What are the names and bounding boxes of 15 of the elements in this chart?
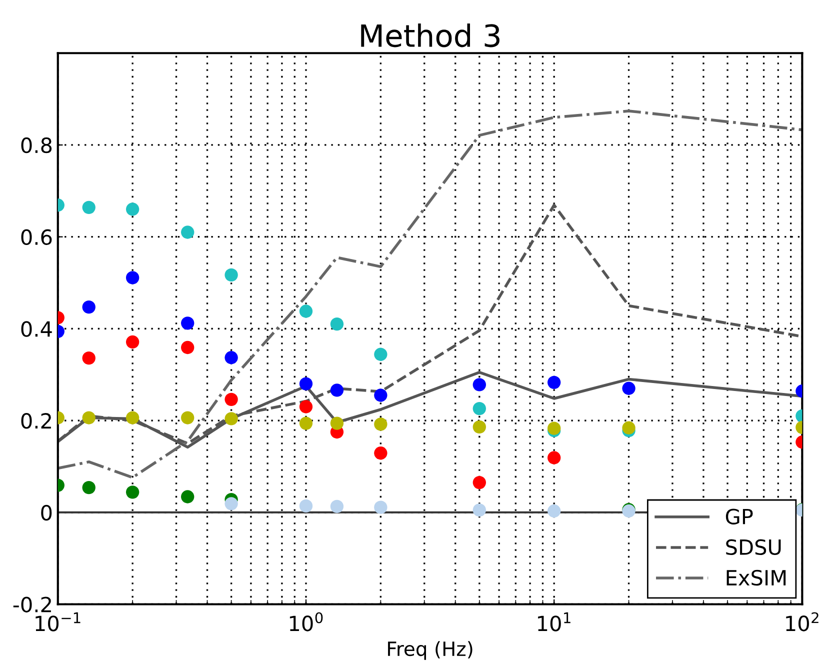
chart-title: Method 3 xyxy=(361,24,500,48)
x-tick-label: 10$^{2}$ xyxy=(786,612,818,632)
y-tick-label: 0.2 xyxy=(21,412,51,429)
x-tick-label: 10$^{1}$ xyxy=(538,612,570,632)
y-tick-label: -0.2 xyxy=(13,596,51,612)
legend-label: ExSIM xyxy=(726,570,786,586)
y-tick-label: 0.4 xyxy=(21,321,52,337)
x-tick-label: 10$^{−1}$ xyxy=(36,612,80,632)
y-tick-label: 0.6 xyxy=(21,229,52,246)
legend-label: SDSU xyxy=(726,539,781,556)
x-tick-label: 10$^{0}$ xyxy=(290,612,323,632)
y-tick-label: 0.8 xyxy=(21,137,52,154)
x-axis-title: Freq (Hz) xyxy=(388,641,472,660)
y-tick-label: 0 xyxy=(41,504,52,521)
legend-label: GP xyxy=(726,508,753,524)
